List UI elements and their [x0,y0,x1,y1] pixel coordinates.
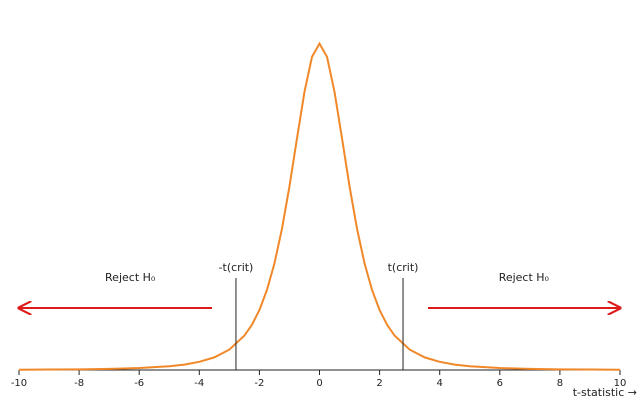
x-tick-label: 10 [614,378,627,389]
x-tick-label: -8 [74,378,84,389]
x-tick-label: 0 [316,378,322,389]
density-curve [18,41,621,371]
x-tick-label: -2 [254,378,264,389]
x-tick-label: 2 [376,378,382,389]
critical-label: t(crit) [388,261,419,274]
x-tick-label: -10 [11,378,27,389]
x-tick-label: 6 [497,378,503,389]
reject-label: Reject H₀ [105,271,156,284]
critical-label: -t(crit) [219,261,254,274]
x-axis-label: t-statistic → [573,386,637,399]
reject-label: Reject H₀ [499,271,550,284]
x-tick-label: 8 [557,378,563,389]
x-tick-label: -6 [134,378,144,389]
x-tick-label: 4 [437,378,443,389]
x-tick-label: -4 [194,378,204,389]
